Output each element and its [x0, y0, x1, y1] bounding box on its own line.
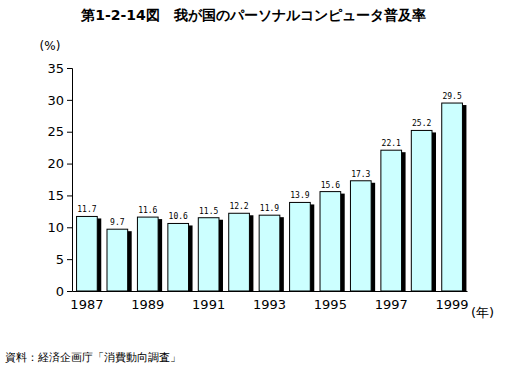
x-axis: 1987 1989 1991 1993 1995 1997 1999 [70, 291, 468, 312]
chart: 11.7 9.7 11.6 10.6 11.5 12.2 11.9 13.9 15.6 17.3 2… [0, 0, 507, 371]
x-tick-label: 1995 [314, 297, 347, 312]
bar [77, 216, 98, 291]
y-tick-mark [67, 259, 72, 260]
bar [229, 213, 250, 291]
x-tick: 1991 [192, 291, 225, 312]
x-tick-label: 1991 [192, 297, 225, 312]
x-tick-label: 1997 [375, 297, 408, 312]
x-tick: 1995 [314, 291, 347, 312]
source: 資料：経済企画庁「消費動向調査」 [5, 351, 181, 364]
bar [107, 229, 128, 291]
data-label: 12.2 [229, 202, 248, 211]
plot: 11.7 9.7 11.6 10.6 11.5 12.2 11.9 13.9 15.6 17.3 2… [47, 61, 468, 313]
data-label: 17.3 [351, 170, 370, 179]
data-label: 29.5 [442, 92, 461, 101]
data-label: 15.6 [321, 181, 340, 190]
y-tick-mark [67, 291, 72, 292]
y-tick: 20 [47, 156, 72, 171]
bar [259, 215, 280, 291]
bar [198, 218, 219, 291]
x-tick-label: 1987 [70, 297, 103, 312]
x-tick-label: 1993 [253, 297, 286, 312]
y-axis-line [67, 69, 73, 292]
data-label: 11.5 [199, 207, 218, 216]
y-tick-label: 30 [47, 93, 64, 108]
data-label: 25.2 [412, 119, 431, 128]
x-axis-title: (年) [471, 305, 494, 320]
x-axis-line [73, 291, 468, 292]
data-label: 22.1 [382, 139, 401, 148]
y-tick-label: 15 [47, 188, 64, 203]
y-axis: 0 5 10 15 20 25 30 35 [47, 61, 72, 299]
data-label: 9.7 [110, 218, 125, 227]
y-tick-mark [67, 164, 72, 165]
y-tick: 25 [47, 124, 72, 139]
data-label: 10.6 [169, 212, 188, 221]
x-tick-label: 1989 [131, 297, 164, 312]
data-labels: 11.7 9.7 11.6 10.6 11.5 12.2 11.9 13.9 15.6 17.3 2… [77, 92, 462, 227]
title: 第1-2-14図 我が国のパーソナルコンピュータ普及率 [80, 7, 426, 23]
y-tick-label: 35 [47, 61, 64, 76]
y-tick-label: 10 [47, 220, 64, 235]
data-label: 11.9 [260, 204, 279, 213]
bar [381, 150, 402, 291]
bar [442, 103, 463, 291]
y-tick: 5 [56, 252, 72, 267]
data-label: 11.7 [77, 205, 96, 214]
x-tick: 1993 [253, 291, 286, 312]
y-tick: 15 [47, 188, 72, 203]
x-tick: 1989 [131, 291, 164, 312]
bars [77, 103, 467, 291]
data-label: 13.9 [290, 191, 309, 200]
bar [168, 223, 189, 291]
x-tick: 1999 [436, 291, 469, 312]
y-tick-mark [67, 68, 72, 69]
data-label: 11.6 [138, 206, 157, 215]
y-tick: 35 [47, 61, 72, 76]
y-tick-label: 25 [47, 124, 64, 139]
y-tick-mark [67, 227, 72, 228]
y-tick-label: 20 [47, 156, 64, 171]
bar [290, 202, 311, 291]
bar [411, 130, 432, 291]
y-tick-mark [67, 132, 72, 133]
bar [320, 192, 341, 291]
bar [137, 217, 158, 291]
y-axis-title: (%) [40, 39, 61, 53]
y-tick-mark [67, 195, 72, 196]
x-tick-label: 1999 [436, 297, 469, 312]
bar [350, 181, 371, 291]
y-tick-label: 0 [56, 284, 64, 299]
y-tick-label: 5 [56, 252, 64, 267]
x-tick: 1987 [70, 291, 103, 312]
y-tick: 10 [47, 220, 72, 235]
x-tick: 1997 [375, 291, 408, 312]
y-tick-mark [67, 100, 72, 101]
y-tick: 30 [47, 93, 72, 108]
